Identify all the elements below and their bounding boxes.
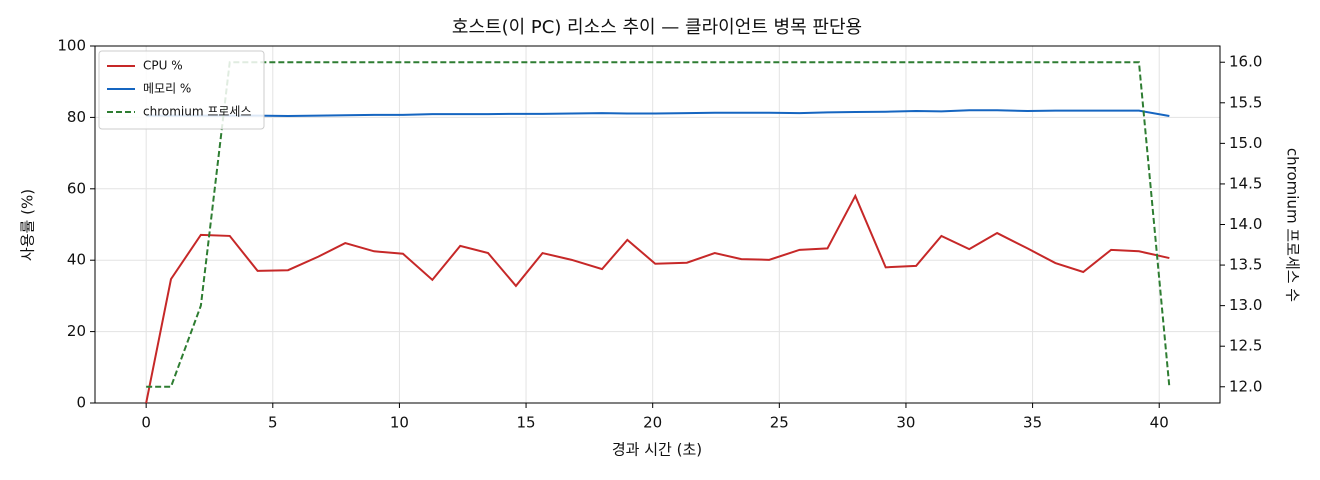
legend-box bbox=[98, 50, 265, 130]
y2-tick-label: 15.5 bbox=[1229, 93, 1262, 111]
y2-tick-label: 16.0 bbox=[1229, 53, 1262, 71]
plot-frame bbox=[94, 45, 1221, 404]
x-tick-label: 25 bbox=[770, 414, 789, 432]
y2-axis-label: chromium 프로세스 수 bbox=[1284, 148, 1302, 302]
y-tick-label: 80 bbox=[67, 108, 86, 126]
x-tick-label: 40 bbox=[1150, 414, 1169, 432]
series-line bbox=[146, 61, 1171, 388]
legend-label: 메모리 % bbox=[143, 82, 191, 96]
y-axis-label: 사용률 (%) bbox=[19, 189, 37, 261]
series-line bbox=[145, 193, 1170, 404]
legend-label: chromium 프로세스 bbox=[143, 105, 252, 119]
x-tick-label: 0 bbox=[141, 414, 151, 432]
x-tick-label: 35 bbox=[1023, 414, 1042, 432]
x-tick-label: 5 bbox=[268, 414, 278, 432]
y2-tick-label: 14.5 bbox=[1229, 174, 1262, 192]
y2-tick-label: 12.0 bbox=[1229, 377, 1262, 395]
y2-tick-label: 12.5 bbox=[1229, 337, 1262, 355]
y-tick-label: 40 bbox=[67, 251, 86, 269]
y-tick-label: 20 bbox=[67, 322, 86, 340]
y-tick-label: 100 bbox=[57, 37, 86, 55]
x-tick-label: 30 bbox=[896, 414, 915, 432]
x-tick-label: 20 bbox=[643, 414, 662, 432]
x-tick-label: 10 bbox=[390, 414, 409, 432]
series-line bbox=[146, 109, 1170, 117]
x-axis-label: 경과 시간 (초) bbox=[612, 441, 702, 459]
x-tick-label: 15 bbox=[517, 414, 536, 432]
legend-label: CPU % bbox=[143, 59, 183, 73]
y2-tick-label: 14.0 bbox=[1229, 215, 1262, 233]
y2-tick-label: 13.0 bbox=[1229, 296, 1262, 314]
y2-tick-label: 15.0 bbox=[1229, 134, 1262, 152]
y2-tick-label: 13.5 bbox=[1229, 256, 1262, 274]
chart-title: 호스트(이 PC) 리소스 추이 — 클라이언트 병목 판단용 bbox=[452, 17, 862, 38]
y-tick-label: 0 bbox=[76, 394, 86, 412]
y-tick-label: 60 bbox=[67, 179, 86, 197]
